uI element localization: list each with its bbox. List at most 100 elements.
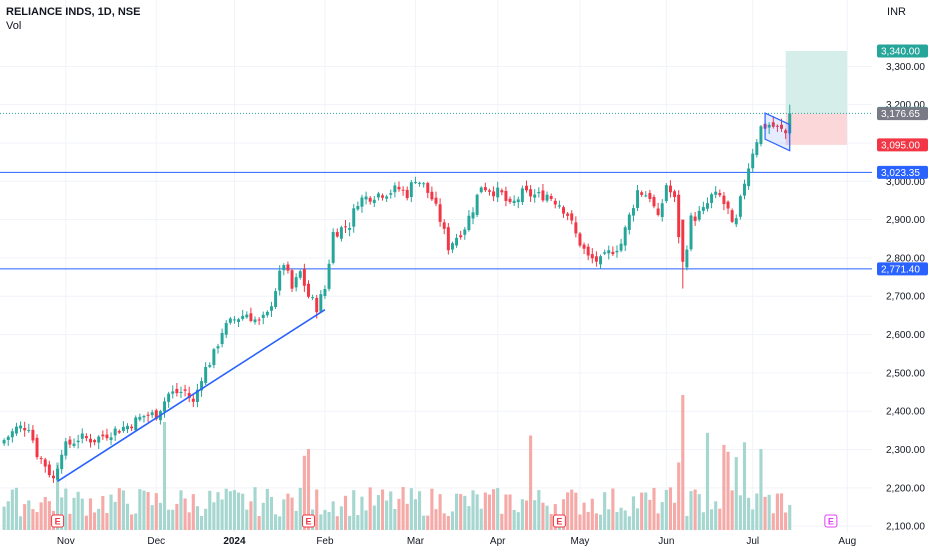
volume-bar — [430, 488, 434, 530]
candle-body — [183, 389, 187, 391]
volume-bar — [23, 504, 27, 530]
candle-body — [434, 197, 438, 204]
candle-body — [516, 199, 520, 203]
volume-bar — [759, 449, 763, 530]
volume-bar — [619, 507, 623, 530]
price-tick-label: 2,300.00 — [886, 445, 925, 456]
candle-body — [208, 365, 212, 367]
volume-bar — [668, 487, 673, 530]
volume-bar — [598, 514, 603, 530]
candle-body — [142, 416, 146, 418]
volume-bar — [730, 490, 734, 530]
candle-body — [167, 393, 171, 402]
volume-bar — [368, 487, 372, 530]
candle-body — [784, 130, 788, 134]
price-axis[interactable]: 2,100.00 2,200.00 2,300.00 2,400.00 2,500.00… — [886, 62, 925, 533]
volume-bar — [710, 509, 714, 530]
flag-channel — [764, 112, 791, 152]
volume-bar — [269, 496, 274, 530]
candle-body — [426, 183, 430, 193]
volume-bar — [372, 505, 376, 530]
time-tick-label: 2024 — [223, 536, 246, 547]
long-position-zones[interactable] — [785, 50, 847, 145]
volume-bar — [80, 498, 84, 530]
volume-bar — [438, 494, 442, 530]
volume-bar — [204, 508, 208, 530]
drawings[interactable] — [57, 112, 791, 483]
candle-body — [175, 388, 179, 394]
currency-label: INR — [887, 6, 906, 18]
candle-body — [97, 436, 101, 443]
candle-body — [241, 315, 245, 319]
volume-bar — [14, 487, 19, 530]
volume-bar — [121, 490, 125, 530]
candle-body — [603, 252, 607, 254]
volume-bar — [360, 496, 364, 530]
volume-bar — [286, 493, 290, 530]
candle-body — [76, 440, 80, 443]
candle-body — [200, 381, 204, 391]
volume-bar — [319, 514, 323, 530]
candle-body — [323, 289, 327, 297]
candle-body — [775, 125, 779, 127]
volume-bar — [125, 503, 130, 530]
volume-bar — [278, 516, 282, 530]
time-tick-label: Aug — [838, 536, 856, 547]
volume-bar — [76, 491, 80, 530]
volume-indicator-label[interactable]: Vol — [6, 20, 22, 32]
candle-body — [113, 428, 117, 436]
candle-body — [755, 142, 759, 155]
candle-body — [204, 366, 208, 383]
candle-body — [89, 438, 92, 443]
candle-body — [381, 195, 385, 198]
candle-body — [60, 454, 64, 470]
candle-body — [627, 214, 631, 230]
candle-body — [450, 243, 454, 250]
volume-bar — [409, 488, 413, 530]
volume-bar — [88, 498, 93, 530]
candle-body — [664, 185, 668, 202]
candle-body — [578, 233, 582, 246]
volume-bar — [767, 494, 771, 530]
volume-bar — [134, 513, 138, 530]
horizontal-lines[interactable] — [0, 112, 872, 270]
volume-bar — [463, 495, 467, 530]
volume-bar — [504, 494, 508, 530]
volume-bar — [220, 499, 224, 530]
volume-bar — [68, 513, 72, 530]
earnings-marker-icon — [552, 514, 566, 528]
volume-bar — [167, 509, 171, 530]
time-tick-label: Dec — [147, 536, 165, 547]
candle-body — [72, 443, 76, 446]
volume-bar — [31, 509, 35, 530]
volume-bar — [113, 501, 117, 530]
candle-body — [780, 124, 783, 129]
candle-body — [138, 416, 142, 420]
volume-bar — [364, 510, 368, 530]
time-axis[interactable]: Nov Dec 2024 Feb Mar Apr May Jun Jul Aug — [57, 536, 856, 547]
candle-body — [389, 193, 393, 195]
time-tick-label: Mar — [407, 536, 425, 547]
candle-body — [274, 291, 278, 307]
price-tick-label: 2,400.00 — [886, 407, 925, 418]
candle-body — [269, 306, 273, 311]
candle-body — [31, 429, 35, 441]
symbol-title[interactable]: RELIANCE INDS, 1D, NSE — [6, 6, 141, 18]
volume-bar — [648, 499, 652, 530]
volume-bar — [393, 509, 397, 530]
target-zone — [785, 50, 847, 114]
volume-bar — [290, 497, 294, 530]
volume-bar — [130, 514, 134, 530]
volume-bar — [60, 497, 64, 530]
candle-body — [668, 185, 672, 193]
candle-body — [409, 182, 413, 198]
candle-body — [487, 190, 491, 192]
volume-bar — [282, 499, 286, 530]
volume-bar — [714, 501, 718, 530]
candle-body — [520, 188, 524, 203]
volume-bar — [249, 501, 253, 530]
volume-bar — [697, 494, 701, 530]
volume-bar — [656, 513, 660, 530]
